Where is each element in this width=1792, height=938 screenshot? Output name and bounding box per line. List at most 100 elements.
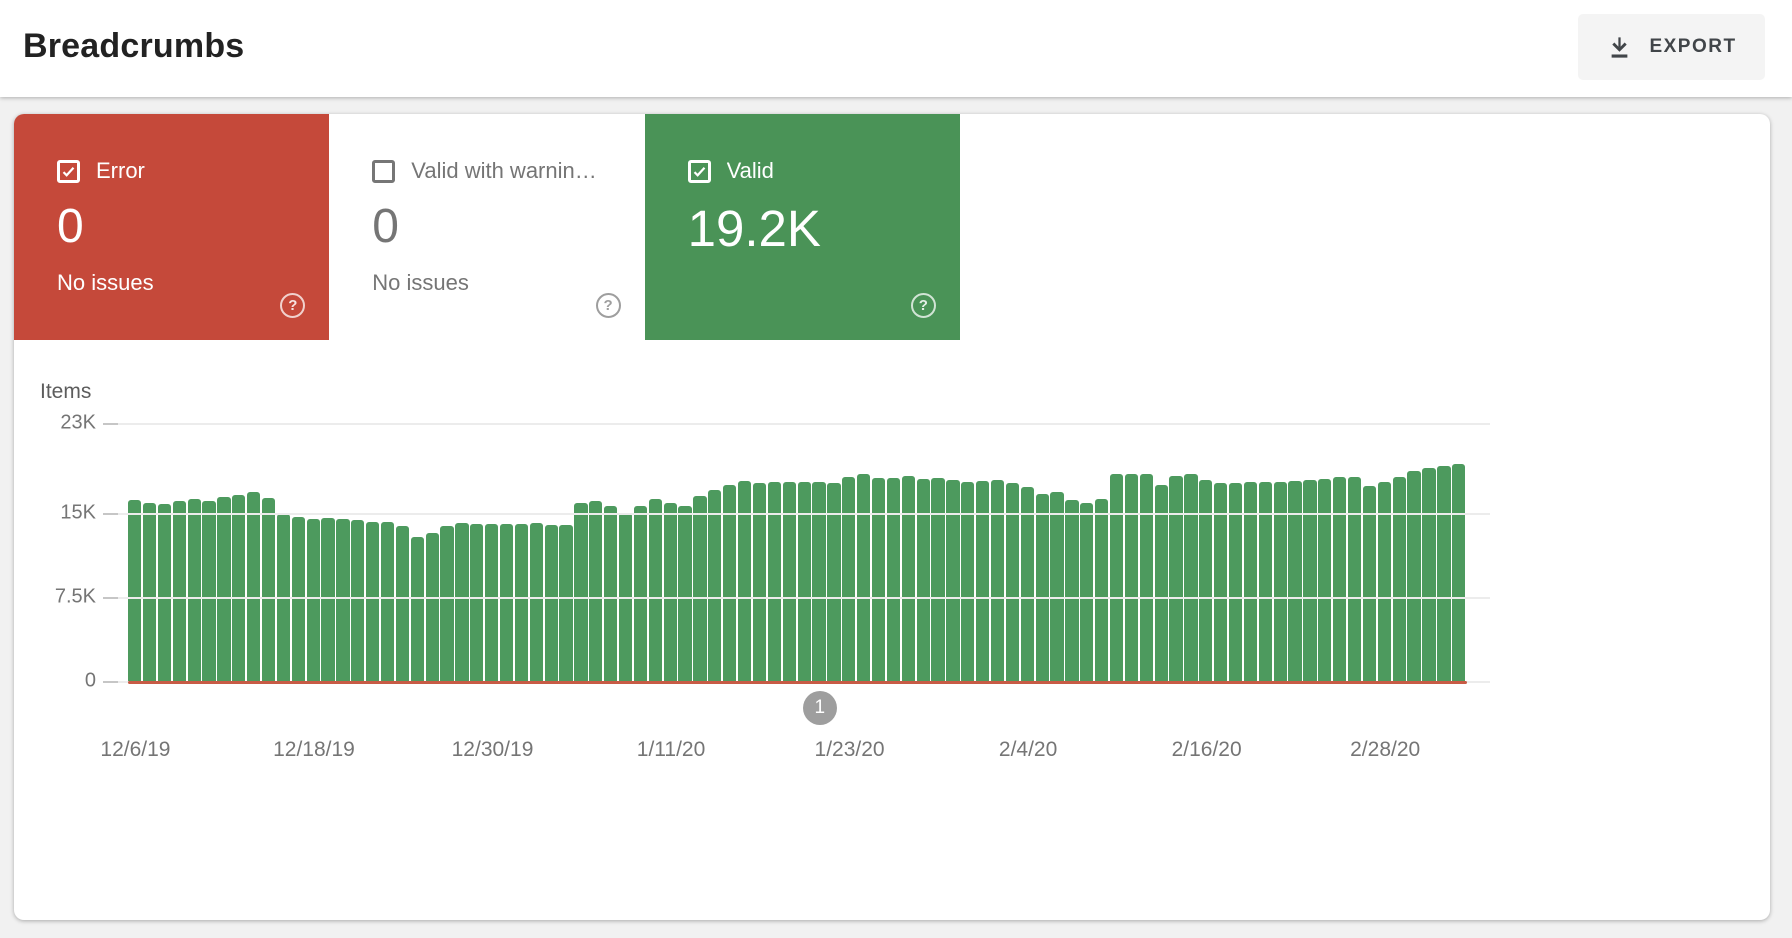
- chart-bar: [1065, 500, 1079, 682]
- valid-count: 19.2K: [687, 200, 821, 257]
- valid-card-header: Valid: [687, 158, 774, 184]
- chart-bar: [291, 517, 305, 682]
- error-status-text: No issues: [57, 270, 154, 295]
- chart-bar: [514, 523, 529, 682]
- report-card: Error 0 No issues ? Valid with warnin… 0…: [14, 114, 1770, 920]
- axis-tick: [103, 423, 118, 425]
- chart-bar: [916, 478, 930, 682]
- chart-bar: [1303, 480, 1317, 682]
- error-card[interactable]: Error 0 No issues ?: [14, 114, 330, 340]
- chart-bar: [410, 537, 424, 682]
- chart-y-axis-title: Items: [40, 380, 92, 403]
- y-tick-label: 7.5K: [54, 585, 96, 608]
- chart-bar: [901, 475, 915, 682]
- check-icon: [693, 166, 705, 177]
- chart-bar: [1184, 474, 1198, 682]
- chart-bar: [1422, 467, 1436, 682]
- chart-bar: [1124, 474, 1139, 682]
- x-tick-label: 12/6/19: [100, 738, 171, 761]
- chart-bar: [1333, 476, 1347, 682]
- x-tick-label: 1/11/20: [636, 738, 706, 761]
- download-icon: [1606, 34, 1633, 61]
- valid-with-warnings-status-text: No issues: [372, 270, 469, 295]
- chart-bar: [1228, 483, 1243, 682]
- chart-bar: [812, 482, 826, 682]
- chart-bar: [842, 476, 856, 682]
- valid-with-warnings-checkbox[interactable]: [372, 159, 396, 183]
- valid-with-warnings-card[interactable]: Valid with warnin… 0 No issues ?: [329, 114, 645, 340]
- axis-tick: [103, 512, 118, 515]
- valid-checkbox[interactable]: [687, 159, 711, 183]
- valid-card[interactable]: Valid 19.2K ?: [644, 114, 960, 340]
- help-icon[interactable]: ?: [280, 293, 306, 318]
- chart-bar: [1437, 465, 1451, 682]
- chart-bar: [1273, 482, 1287, 682]
- error-card-header: Error: [57, 158, 145, 184]
- chart-bar: [1362, 485, 1377, 682]
- chart-bar: [752, 483, 767, 682]
- chart-bar: [976, 481, 990, 682]
- chart-bar: [1452, 463, 1466, 682]
- chart-bar: [1035, 493, 1049, 682]
- chart-bar: [128, 500, 142, 682]
- chart-bar: [827, 483, 841, 682]
- chart-bar: [1407, 471, 1421, 682]
- chart-bar: [559, 524, 573, 682]
- chart-bar: [782, 482, 796, 682]
- chart-bar: [737, 481, 752, 682]
- axis-tick: [103, 681, 118, 683]
- chart-bar: [544, 524, 558, 682]
- items-bar-chart[interactable]: 1 12/6/19 12/18/19 12/30/19 1/11/20 1/23/20 2…: [55, 411, 1490, 761]
- y-tick-label: 15K: [60, 501, 96, 524]
- chart-bar: [1154, 484, 1168, 682]
- chart-bar: [1109, 474, 1124, 682]
- chart-bar: [485, 523, 499, 682]
- error-checkbox[interactable]: [57, 159, 80, 183]
- chart-bar: [604, 505, 618, 682]
- chart-bar: [797, 482, 811, 682]
- chart-bar: [1095, 499, 1109, 682]
- chart-bar: [589, 501, 603, 682]
- chart-bar: [990, 480, 1005, 682]
- chart-bar: [1377, 482, 1391, 682]
- chart-bar: [1169, 475, 1183, 682]
- chart-bar: [395, 526, 410, 682]
- chart-bar: [663, 502, 677, 682]
- chart-bar: [187, 499, 201, 682]
- help-icon[interactable]: ?: [595, 293, 621, 318]
- chart-bar: [1050, 492, 1064, 682]
- chart-bar: [351, 520, 365, 682]
- gridline: [110, 596, 1490, 599]
- chart-bar: [321, 518, 335, 682]
- chart-bar: [1214, 483, 1228, 682]
- chart-bar: [425, 532, 439, 682]
- chart-bar: [931, 477, 945, 682]
- chart-bar: [708, 490, 722, 682]
- x-tick-label: 2/16/20: [1171, 738, 1242, 761]
- chart-bar: [440, 526, 454, 682]
- x-tick-label: 12/30/19: [451, 738, 534, 761]
- bar-series-valid: [128, 424, 1467, 682]
- valid-with-warnings-count: 0: [372, 200, 399, 253]
- chart-bar: [723, 484, 737, 682]
- chart-bar: [1243, 482, 1258, 682]
- chart-bar: [767, 482, 781, 682]
- help-icon[interactable]: ?: [910, 293, 936, 318]
- gridline: [110, 512, 1490, 515]
- x-tick-label: 1/23/20: [814, 738, 885, 761]
- export-button[interactable]: EXPORT: [1578, 14, 1765, 80]
- axis-tick: [103, 596, 118, 599]
- chart-bar: [172, 501, 186, 682]
- chart-bar: [306, 519, 320, 682]
- chart-bar: [961, 482, 975, 682]
- chart-bar: [529, 522, 543, 682]
- chart-bar: [574, 502, 588, 682]
- chart-bar: [366, 521, 380, 682]
- chart-bar: [1020, 486, 1034, 682]
- chart-bar: [261, 498, 276, 682]
- summary-row: Error 0 No issues ? Valid with warnin… 0…: [14, 114, 960, 340]
- chart-bar: [857, 474, 871, 682]
- valid-card-label: Valid: [726, 158, 774, 183]
- annotation-marker[interactable]: 1: [802, 691, 837, 725]
